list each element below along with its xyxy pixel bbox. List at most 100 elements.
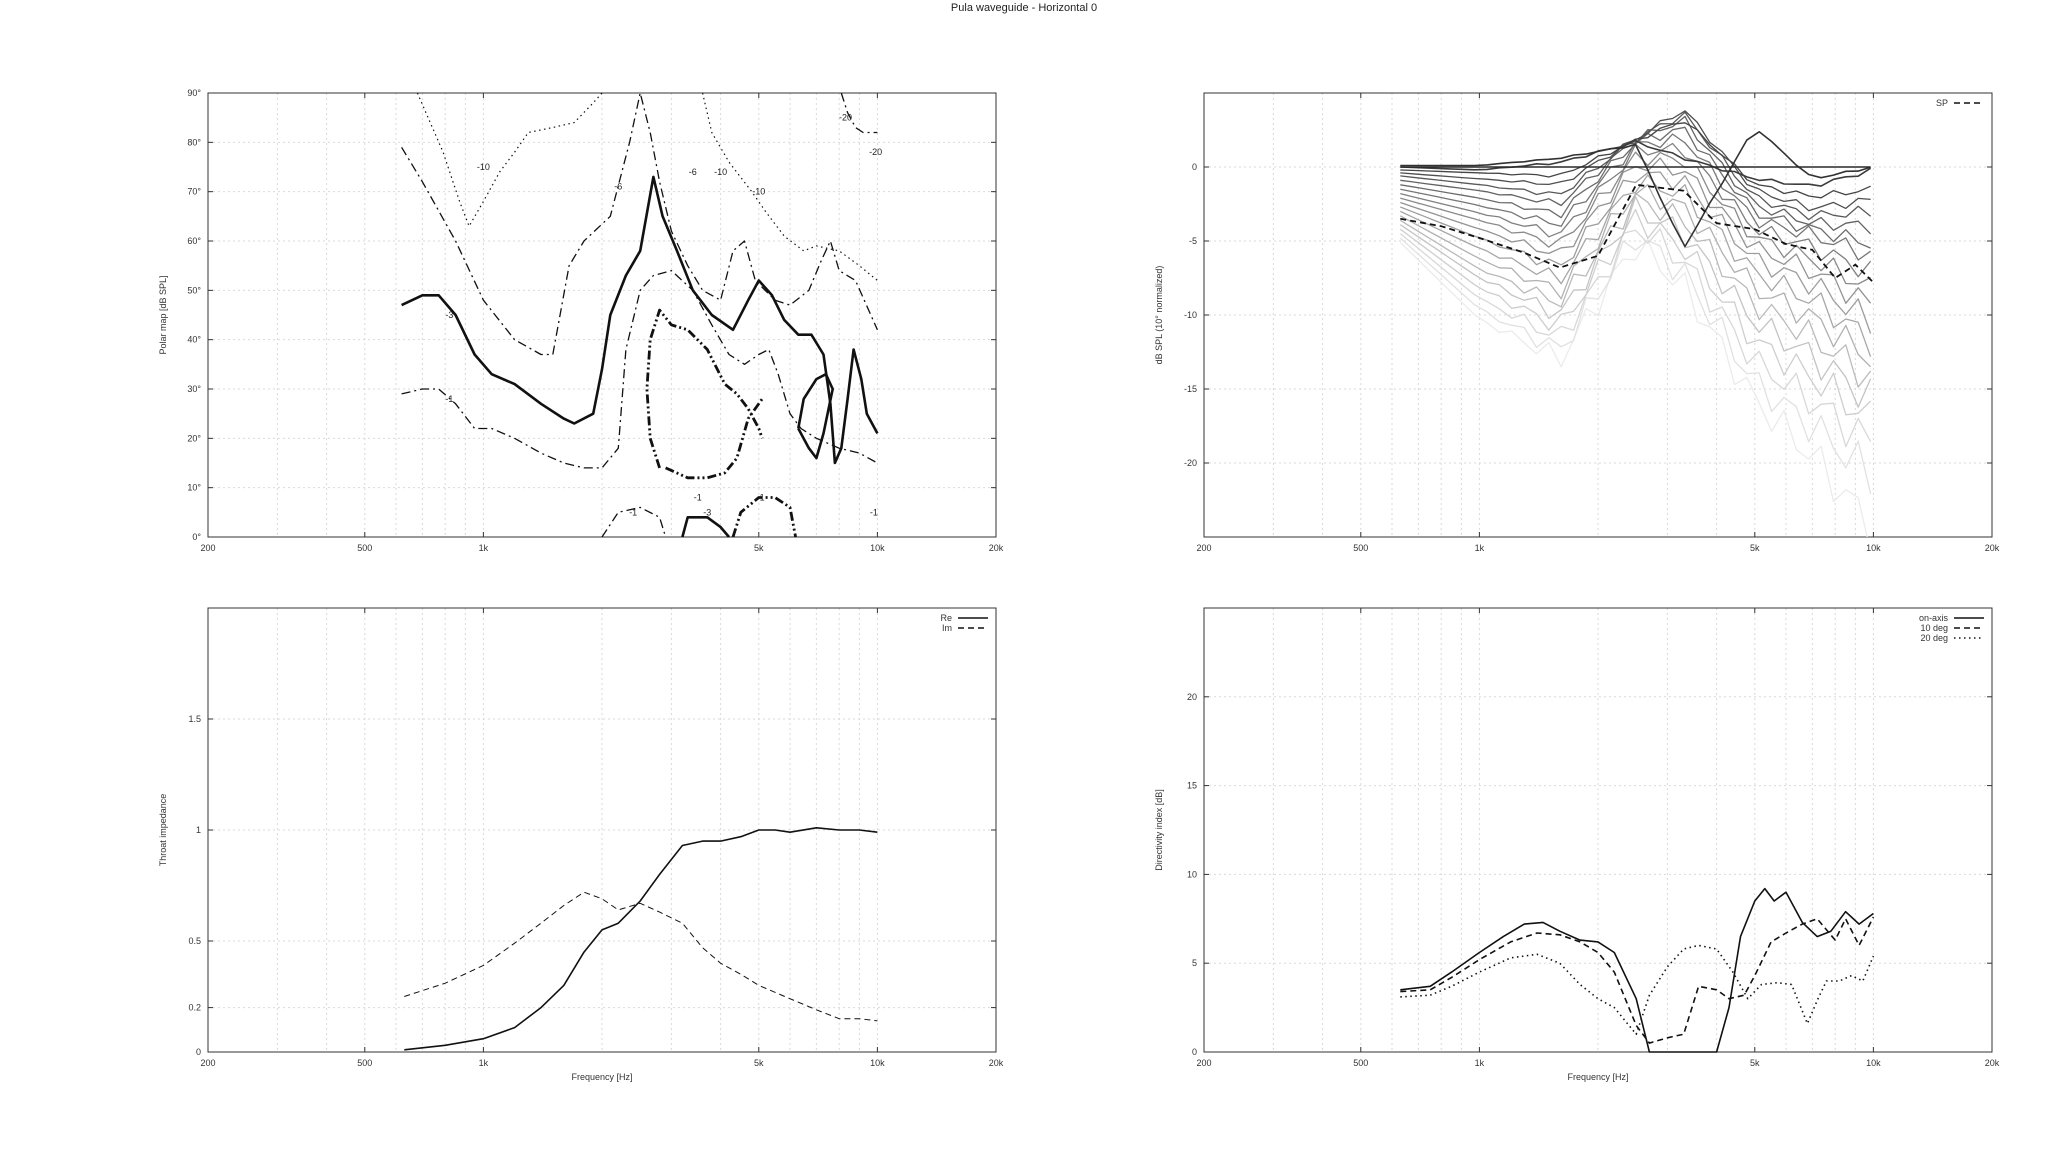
x-tick-label: 10k xyxy=(1866,1058,1881,1068)
x-tick-label: 500 xyxy=(357,1058,372,1068)
contour-line xyxy=(401,269,878,469)
polar-map-chart: 200 500 1k 5k 10k 20k 0° 10° 20° 30° 40° 50° 60° 70° 8… xyxy=(158,88,1004,553)
contour-label: -10 xyxy=(714,167,727,177)
plot-frame xyxy=(1203,607,1993,1053)
spl-series-line xyxy=(1399,208,1872,416)
y-tick-label: 50° xyxy=(187,285,201,295)
contour-label: -1 xyxy=(870,507,878,517)
y-tick-label: 1 xyxy=(196,825,201,835)
spl-series-line xyxy=(1399,195,1872,408)
contour-label: -3 xyxy=(445,310,453,320)
x-tick-label: 5k xyxy=(754,543,764,553)
y-tick-label: -10 xyxy=(1184,310,1197,320)
y-tick-label: -5 xyxy=(1189,236,1197,246)
spl-chart: 200 500 1k 5k 10k 20k 0 -5 -10 -15 -20 dB SPL (10° … xyxy=(1154,92,2000,553)
legend-label: on-axis xyxy=(1919,613,1949,623)
spl-series-line xyxy=(1400,110,1871,212)
x-tick-label: 200 xyxy=(200,543,215,553)
y-tick-label: 0° xyxy=(192,532,201,542)
spl-lines xyxy=(1399,110,1875,537)
contour-label: -3 xyxy=(703,507,711,517)
contour-label: -10 xyxy=(477,162,490,172)
y-tick-label: 10 xyxy=(1187,869,1197,879)
x-tick-label: 500 xyxy=(357,543,372,553)
contour-line xyxy=(601,506,667,538)
figure-title: Pula waveguide - Horizontal 0 xyxy=(950,2,1098,14)
spl-series-line xyxy=(1400,115,1872,235)
spl-series-line xyxy=(1400,131,1871,248)
x-tick-label: 10k xyxy=(1866,543,1881,553)
contour-line xyxy=(681,516,730,538)
contour-line xyxy=(665,398,764,480)
di-chart: 200 500 1k 5k 10k 20k 0 5 10 15 20 Frequency [Hz] Di… xyxy=(1154,607,2000,1082)
y-tick-label: 0 xyxy=(196,1047,201,1057)
y-tick-label: 0.5 xyxy=(188,936,201,946)
x-tick-label: 5k xyxy=(1750,543,1760,553)
x-tick-label: 1k xyxy=(1475,1058,1485,1068)
y-tick-label: -15 xyxy=(1184,384,1197,394)
contour-label: -6 xyxy=(614,182,622,192)
contour-label: -10 xyxy=(752,187,765,197)
x-axis-label: Frequency [Hz] xyxy=(1567,1072,1628,1082)
x-tick-label: 10k xyxy=(870,543,885,553)
spl-series-line xyxy=(1400,133,1871,261)
x-tick-label: 20k xyxy=(1985,543,2000,553)
x-tick-label: 5k xyxy=(754,1058,764,1068)
spl-series-line xyxy=(1399,192,1872,388)
legend-label: 20 deg xyxy=(1920,633,1948,643)
spl-series-line xyxy=(1400,111,1872,221)
legend-label: Re xyxy=(940,613,952,623)
spl-series-line xyxy=(1399,228,1872,448)
x-tick-label: 1k xyxy=(479,1058,489,1068)
impedance-chart: 200 500 1k 5k 10k 20k 0 0.2 0.5 1 1.5 Frequency [Hz… xyxy=(158,607,1004,1082)
x-tick-label: 5k xyxy=(1750,1058,1760,1068)
contour-line xyxy=(840,92,878,134)
y-tick-label: 30° xyxy=(187,384,201,394)
y-tick-label: 90° xyxy=(187,88,201,98)
spl-series-line xyxy=(1399,183,1872,368)
spl-series-line xyxy=(1400,174,1872,357)
series-line-Re xyxy=(404,827,878,1051)
contour-label: -20 xyxy=(869,147,882,157)
spl-series-line xyxy=(1400,151,1871,285)
x-tick-label: 500 xyxy=(1353,1058,1368,1068)
x-tick-label: 20k xyxy=(1985,1058,2000,1068)
contour-label: -1 xyxy=(629,507,637,517)
x-axis-label: Frequency [Hz] xyxy=(571,1072,632,1082)
x-tick-label: 500 xyxy=(1353,543,1368,553)
contour-label: -1 xyxy=(445,394,453,404)
y-tick-label: 0 xyxy=(1192,162,1197,172)
contour-line xyxy=(401,175,879,465)
contour-label: -1 xyxy=(694,493,702,503)
series-line-on-axis xyxy=(1400,887,1874,1053)
y-tick-label: 20° xyxy=(187,433,201,443)
contour-label: 1 xyxy=(760,493,765,503)
spl-series-line xyxy=(1400,122,1871,199)
y-axis-label: Directivity index [dB] xyxy=(1154,789,1164,871)
contour-line xyxy=(401,92,878,356)
y-tick-label: 15 xyxy=(1187,781,1197,791)
series-line-10-deg xyxy=(1400,916,1875,1044)
legend-label: SP xyxy=(1936,98,1948,108)
y-axis-label: Polar map [dB SPL] xyxy=(158,275,168,354)
contour-line xyxy=(797,372,834,460)
x-tick-label: 1k xyxy=(479,543,489,553)
y-tick-label: -20 xyxy=(1184,458,1197,468)
x-tick-label: 200 xyxy=(1196,1058,1211,1068)
contour-line xyxy=(731,496,797,538)
y-tick-label: 60° xyxy=(187,236,201,246)
y-tick-label: 70° xyxy=(187,187,201,197)
contour-label: -6 xyxy=(689,167,697,177)
y-axis-label: dB SPL (10° normalized) xyxy=(1154,266,1164,365)
y-tick-label: 0.2 xyxy=(188,1003,201,1013)
y-tick-label: 5 xyxy=(1192,958,1197,968)
x-tick-label: 20k xyxy=(989,1058,1004,1068)
spl-series-line xyxy=(1399,237,1872,495)
legend-label: 10 deg xyxy=(1920,623,1948,633)
x-tick-label: 10k xyxy=(870,1058,885,1068)
contour-label: -20 xyxy=(839,113,852,123)
legend-label: Im xyxy=(942,623,952,633)
contour-line xyxy=(416,92,603,227)
series-line-Im xyxy=(404,891,878,1022)
